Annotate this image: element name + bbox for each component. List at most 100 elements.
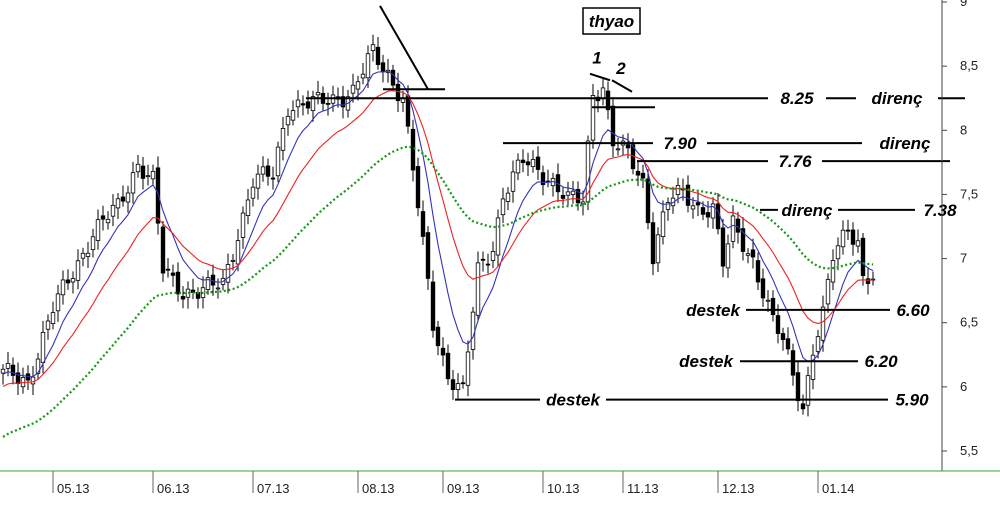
candle <box>85 241 91 269</box>
candle-body <box>655 234 661 264</box>
candle <box>565 181 571 207</box>
candle <box>500 187 506 224</box>
candle-body <box>230 259 236 262</box>
candle <box>375 37 381 70</box>
candle <box>420 200 426 245</box>
candle-body <box>850 229 856 245</box>
candle <box>455 373 461 401</box>
candle <box>170 264 176 287</box>
candle-body <box>660 211 666 238</box>
candle-body <box>445 352 451 380</box>
candle-body <box>250 186 256 199</box>
candle <box>540 165 546 196</box>
candle-body <box>240 212 246 238</box>
candle-body <box>125 192 131 203</box>
candle-body <box>135 163 141 173</box>
candle <box>90 228 96 258</box>
candle <box>340 85 346 119</box>
candle-body <box>525 161 531 166</box>
candle-body <box>115 198 121 209</box>
candle-body <box>830 260 836 283</box>
candle <box>310 90 316 122</box>
candle <box>55 284 61 322</box>
candle-body <box>705 212 711 218</box>
candle-body <box>80 252 86 259</box>
candle-body <box>145 175 151 178</box>
candle-body <box>665 202 671 210</box>
candle-body <box>175 271 181 295</box>
candle-body <box>180 296 186 300</box>
candle-body <box>60 279 66 296</box>
candle <box>130 161 136 204</box>
candle-body <box>430 281 436 331</box>
candle-body <box>520 159 526 164</box>
moving-average-line <box>2 145 874 438</box>
candle <box>735 211 741 244</box>
candle-body <box>290 110 296 121</box>
chart-title-box: thyao <box>582 7 641 35</box>
candle-body <box>685 184 691 206</box>
candle <box>250 178 256 207</box>
x-tick-label: 01.14 <box>822 481 855 496</box>
level-value-label: 7.38 <box>923 201 957 220</box>
candle-body <box>800 403 806 410</box>
candle-body <box>845 229 851 232</box>
candle <box>820 295 826 352</box>
candle <box>535 146 541 180</box>
candle-body <box>805 375 811 406</box>
candle <box>665 197 671 221</box>
candle <box>840 220 846 255</box>
candle <box>530 150 536 173</box>
candle <box>750 238 756 269</box>
candle <box>120 185 126 207</box>
candle <box>10 357 16 385</box>
y-tick-label: 6,5 <box>960 315 978 330</box>
candle-body <box>440 347 446 356</box>
y-tick-label: 6 <box>960 379 967 394</box>
candle-body <box>855 240 861 247</box>
candle-body <box>100 215 106 220</box>
candle <box>235 229 241 272</box>
candle <box>435 320 441 356</box>
x-tick-label: 07.13 <box>257 481 290 496</box>
candle <box>225 253 231 294</box>
candle-body <box>325 102 331 105</box>
candle <box>165 258 171 278</box>
level-value-label: 6.60 <box>896 301 930 320</box>
y-tick-label: 9 <box>960 0 967 9</box>
candle <box>95 209 101 250</box>
moving-average-line <box>2 89 874 387</box>
candle-body <box>765 299 771 302</box>
candle-body <box>465 351 471 386</box>
candle <box>785 327 791 355</box>
candle <box>760 268 766 307</box>
candle <box>70 271 76 294</box>
candle-body <box>460 382 466 385</box>
candle-body <box>365 53 371 79</box>
candle <box>300 95 306 116</box>
candle <box>440 337 446 367</box>
candle-body <box>640 172 646 179</box>
candle <box>135 154 141 178</box>
candle-body <box>340 96 346 108</box>
candle <box>850 222 856 256</box>
candle <box>870 271 876 286</box>
candle <box>705 200 711 228</box>
candle-body <box>865 278 871 284</box>
y-tick-label: 8,5 <box>960 58 978 73</box>
candle <box>360 62 366 85</box>
candle <box>475 251 481 322</box>
candle-body <box>435 326 441 347</box>
candle <box>205 270 211 295</box>
candle <box>105 211 111 230</box>
candle-body <box>560 194 566 199</box>
candle-body <box>90 236 96 251</box>
candle-body <box>635 170 641 176</box>
candle <box>695 191 701 217</box>
candle <box>845 219 851 240</box>
candle-body <box>495 217 501 256</box>
candle-body <box>695 202 701 206</box>
candle-body <box>160 226 166 274</box>
annotations-layer: 8.25 direnç 7.90 direnç 7.76 7.38 direnç 6.60 de… <box>306 5 965 410</box>
candle-body <box>65 279 71 284</box>
